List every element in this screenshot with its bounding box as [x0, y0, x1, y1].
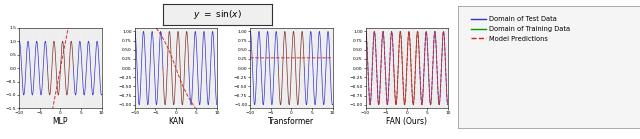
Legend: Domain of Test Data, Domain of Training Data, Model Predictions: Domain of Test Data, Domain of Training …	[468, 14, 573, 44]
X-axis label: KAN: KAN	[168, 117, 184, 126]
X-axis label: FAN (Ours): FAN (Ours)	[387, 117, 428, 126]
Text: $y\ =\ \sin(x)$: $y\ =\ \sin(x)$	[193, 8, 242, 21]
X-axis label: Transformer: Transformer	[268, 117, 314, 126]
X-axis label: MLP: MLP	[52, 117, 68, 126]
